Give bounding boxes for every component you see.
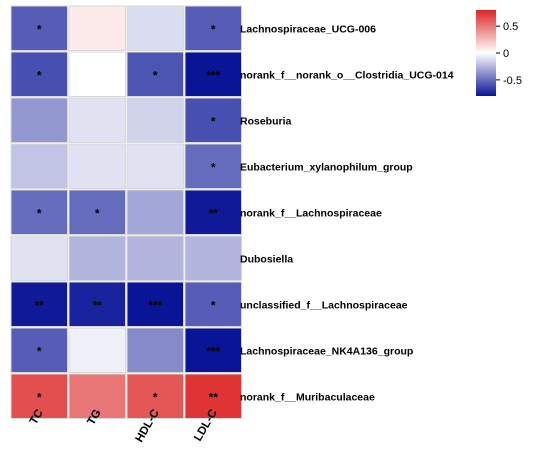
heatmap-cell <box>126 97 184 143</box>
significance-mark: * <box>37 390 42 404</box>
significance-mark: * <box>95 206 100 220</box>
heatmap-cell <box>126 5 184 51</box>
colorbar-gradient <box>476 10 496 96</box>
heatmap-cell <box>68 281 126 327</box>
heatmap-cell <box>68 235 126 281</box>
significance-mark: * <box>211 114 216 128</box>
significance-mark: ** <box>35 298 45 312</box>
heatmap-cell <box>184 5 242 51</box>
row-label: norank_f__Muribaculaceae <box>240 391 375 403</box>
heatmap-cell <box>68 143 126 189</box>
significance-mark: * <box>37 344 42 358</box>
significance-marks: * ** * ****** * **** ** *** ** **** * ** <box>35 22 221 404</box>
row-label: unclassified_f__Lachnospiraceae <box>240 299 408 311</box>
heatmap-cell <box>10 235 68 281</box>
row-label: Lachnospiraceae_NK4A136_group <box>240 345 413 357</box>
heatmap-cell <box>126 235 184 281</box>
colorbar-tick-label: 0.5 <box>503 21 518 33</box>
heatmap-cell <box>126 143 184 189</box>
heatmap-cell <box>184 143 242 189</box>
heatmap-cell <box>68 189 126 235</box>
heatmap-cell <box>126 51 184 97</box>
heatmap-cell <box>10 51 68 97</box>
colorbar-tick-label: -0.5 <box>503 75 522 87</box>
heatmap-cell <box>126 189 184 235</box>
significance-mark: *** <box>206 344 220 358</box>
heatmap-cell <box>126 373 184 419</box>
heatmap-cell <box>184 235 242 281</box>
heatmap-cell <box>10 327 68 373</box>
significance-mark: *** <box>206 68 220 82</box>
row-label: norank_f__norank_o__Clostridia_UCG-014 <box>240 69 454 81</box>
significance-mark: * <box>211 160 216 174</box>
heatmap-cell <box>68 373 126 419</box>
heatmap-cell <box>10 281 68 327</box>
colorbar-tick-label: 0 <box>503 48 509 60</box>
heatmap-cell <box>68 51 126 97</box>
significance-mark: ** <box>209 390 219 404</box>
colorbar-legend: 0.5 0 -0.5 <box>476 10 522 96</box>
heatmap-cell <box>126 281 184 327</box>
row-label: Dubosiella <box>240 253 293 265</box>
heatmap-cells <box>10 5 242 419</box>
significance-mark: ** <box>209 206 219 220</box>
heatmap-cell <box>10 143 68 189</box>
heatmap-cell <box>126 327 184 373</box>
row-label: Roseburia <box>240 115 292 127</box>
heatmap-cell <box>184 97 242 143</box>
significance-mark: * <box>37 68 42 82</box>
significance-mark: * <box>153 390 158 404</box>
row-label: Lachnospiraceae_UCG-006 <box>240 23 376 35</box>
row-labels: Lachnospiraceae_UCG-006 norank_f__norank_… <box>240 23 454 403</box>
significance-mark: * <box>37 206 42 220</box>
significance-mark: * <box>211 22 216 36</box>
heatmap-cell <box>68 327 126 373</box>
heatmap-cell <box>184 281 242 327</box>
significance-mark: *** <box>148 298 162 312</box>
row-label: Eubacterium_xylanophilum_group <box>240 161 413 173</box>
row-label: norank_f__Lachnospiraceae <box>240 207 382 219</box>
significance-mark: ** <box>93 298 103 312</box>
heatmap-cell <box>10 373 68 419</box>
significance-mark: * <box>153 68 158 82</box>
significance-mark: * <box>211 298 216 312</box>
heatmap-cell <box>10 5 68 51</box>
heatmap-cell <box>10 189 68 235</box>
heatmap-cell <box>184 327 242 373</box>
heatmap-cell <box>68 5 126 51</box>
heatmap-cell <box>184 189 242 235</box>
significance-mark: * <box>37 22 42 36</box>
heatmap-cell <box>184 51 242 97</box>
heatmap-cell <box>184 373 242 419</box>
heatmap-cell <box>68 97 126 143</box>
heatmap-cell <box>10 97 68 143</box>
